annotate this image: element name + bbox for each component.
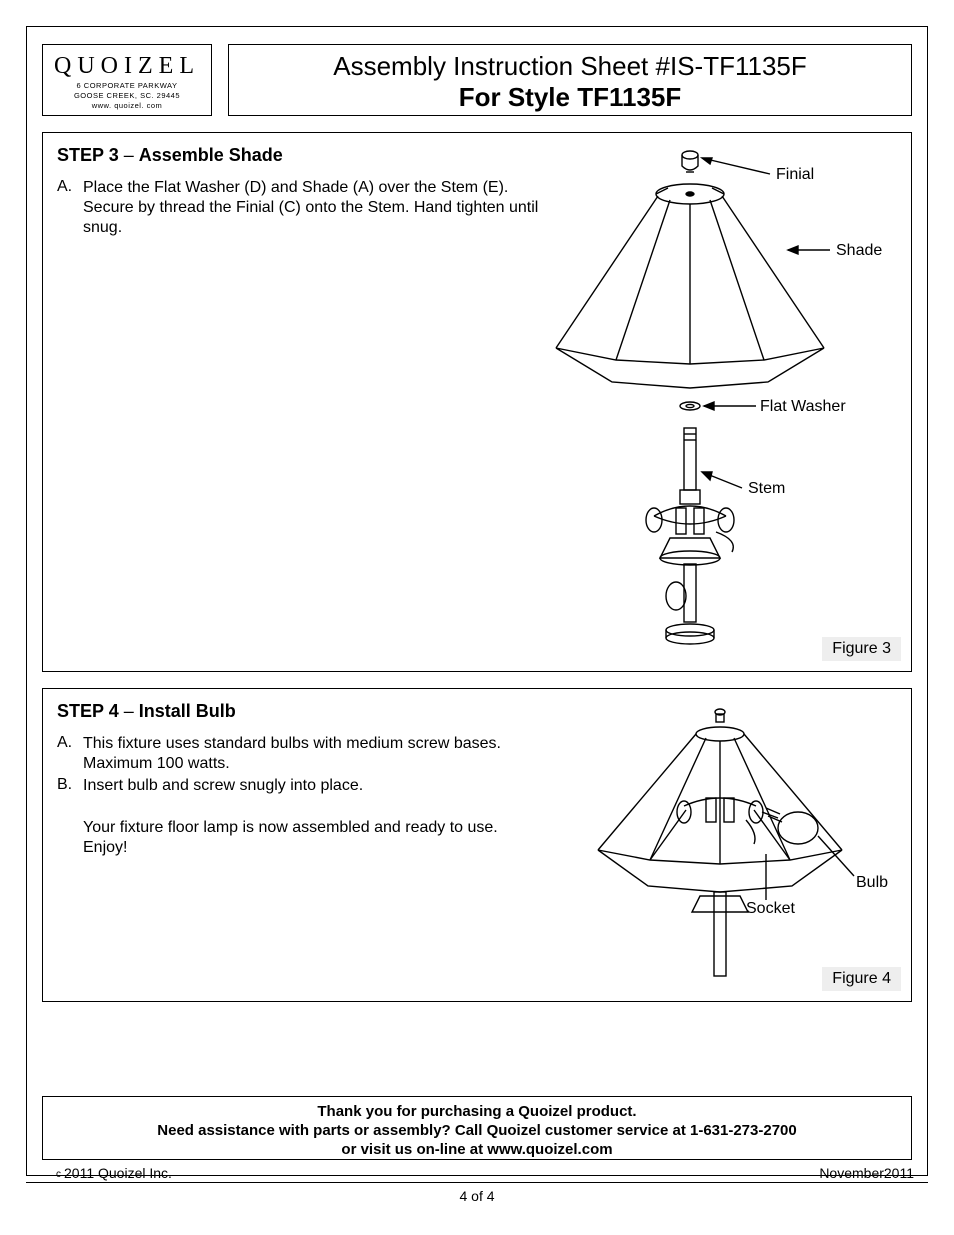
date-label: November2011 bbox=[819, 1165, 914, 1181]
footer-line-2: Need assistance with parts or assembly? … bbox=[43, 1122, 911, 1141]
step4-dash: – bbox=[119, 701, 139, 721]
title-box: Assembly Instruction Sheet #IS-TF1135F F… bbox=[228, 44, 912, 116]
callout-finial: Finial bbox=[776, 166, 814, 184]
step3-item-a-letter: A. bbox=[57, 178, 83, 238]
step3-item-a: A. Place the Flat Washer (D) and Shade (… bbox=[57, 178, 563, 238]
step3-dash: – bbox=[119, 145, 139, 165]
step3-item-a-text: Place the Flat Washer (D) and Shade (A) … bbox=[83, 178, 563, 238]
brand-addr2: GOOSE CREEK, SC. 29445 bbox=[43, 91, 211, 100]
title-line-1: Assembly Instruction Sheet #IS-TF1135F bbox=[229, 51, 911, 82]
callout-flat-washer: Flat Washer bbox=[760, 398, 846, 416]
brand-addr3: www. quoizel. com bbox=[43, 101, 211, 110]
brand-addr1: 6 CORPORATE PARKWAY bbox=[43, 81, 211, 90]
step4-prefix: STEP 4 bbox=[57, 701, 119, 721]
footer-line-3: or visit us on-line at www.quoizel.com bbox=[43, 1141, 911, 1160]
footer-line-1: Thank you for purchasing a Quoizel produ… bbox=[43, 1103, 911, 1122]
step4-item-b: B. Insert bulb and screw snugly into pla… bbox=[57, 776, 563, 796]
callout-bulb: Bulb bbox=[856, 874, 888, 892]
step4-item-a-letter: A. bbox=[57, 734, 83, 774]
step4-item-b-letter: B. bbox=[57, 776, 83, 796]
footer-box: Thank you for purchasing a Quoizel produ… bbox=[42, 1096, 912, 1160]
page-number-rule bbox=[26, 1182, 928, 1183]
page-number: 4 of 4 bbox=[0, 1188, 954, 1204]
step3-diagram: Finial Shade Flat Washer Stem bbox=[520, 148, 900, 668]
brand-name: QUOIZEL bbox=[43, 53, 211, 80]
title-line-2: For Style TF1135F bbox=[229, 82, 911, 113]
step4-closing: Your fixture floor lamp is now assembled… bbox=[43, 798, 523, 858]
step4-diagram: Socket Bulb bbox=[540, 700, 900, 990]
copyright: c2011 Quoizel Inc. bbox=[56, 1165, 172, 1181]
step3-prefix: STEP 3 bbox=[57, 145, 119, 165]
step4-item-b-text: Insert bulb and screw snugly into place. bbox=[83, 776, 563, 796]
callout-socket: Socket bbox=[746, 900, 795, 918]
step4-instructions: A. This fixture uses standard bulbs with… bbox=[43, 722, 563, 796]
copyright-symbol: c bbox=[56, 1169, 61, 1180]
logo-box: QUOIZEL 6 CORPORATE PARKWAY GOOSE CREEK,… bbox=[42, 44, 212, 116]
step4-item-a-text: This fixture uses standard bulbs with me… bbox=[83, 734, 563, 774]
step4-title: Install Bulb bbox=[139, 701, 236, 721]
step3-title: Assemble Shade bbox=[139, 145, 283, 165]
step3-instructions: A. Place the Flat Washer (D) and Shade (… bbox=[43, 166, 563, 238]
callout-stem: Stem bbox=[748, 480, 785, 498]
copyright-text: 2011 Quoizel Inc. bbox=[64, 1165, 172, 1181]
step4-item-a: A. This fixture uses standard bulbs with… bbox=[57, 734, 563, 774]
callout-shade: Shade bbox=[836, 242, 882, 260]
